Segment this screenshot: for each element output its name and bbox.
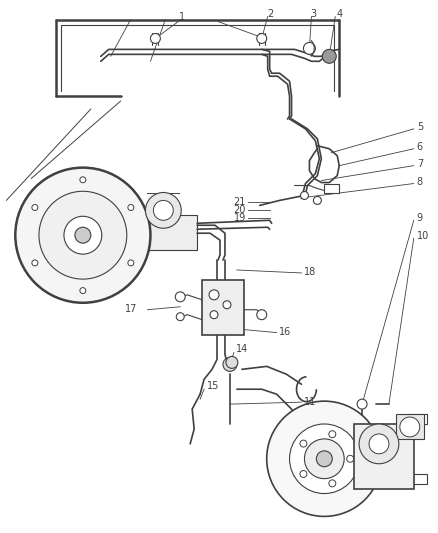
Circle shape — [267, 401, 382, 516]
Circle shape — [176, 313, 184, 321]
Bar — [409, 474, 427, 483]
Circle shape — [32, 205, 38, 211]
Text: 19: 19 — [233, 213, 246, 223]
Text: 8: 8 — [417, 176, 423, 187]
Circle shape — [290, 424, 359, 494]
Circle shape — [210, 311, 218, 319]
Circle shape — [80, 177, 86, 183]
Circle shape — [329, 480, 336, 487]
Text: 15: 15 — [207, 381, 219, 391]
Text: 3: 3 — [311, 9, 317, 19]
Circle shape — [300, 440, 307, 447]
Circle shape — [39, 191, 127, 279]
Circle shape — [369, 434, 389, 454]
Circle shape — [175, 292, 185, 302]
Circle shape — [257, 310, 267, 320]
Text: 9: 9 — [417, 213, 423, 223]
Bar — [202, 280, 244, 335]
Text: 2: 2 — [268, 9, 274, 19]
Bar — [396, 414, 424, 439]
Circle shape — [357, 399, 367, 409]
Circle shape — [300, 191, 308, 199]
Text: 18: 18 — [304, 267, 316, 277]
Text: 21: 21 — [233, 197, 246, 207]
Circle shape — [75, 227, 91, 243]
Text: 1: 1 — [179, 12, 185, 22]
Circle shape — [226, 357, 238, 368]
Circle shape — [80, 288, 86, 294]
Text: 5: 5 — [417, 122, 423, 132]
Circle shape — [153, 200, 173, 220]
Circle shape — [400, 417, 420, 437]
Circle shape — [322, 50, 336, 63]
Circle shape — [145, 192, 181, 228]
Circle shape — [304, 439, 344, 479]
Circle shape — [316, 451, 332, 467]
Circle shape — [300, 471, 307, 478]
Circle shape — [347, 455, 353, 462]
Text: 17: 17 — [125, 304, 138, 314]
Text: 20: 20 — [233, 205, 246, 215]
Circle shape — [223, 301, 231, 309]
Circle shape — [314, 197, 321, 204]
Circle shape — [359, 424, 399, 464]
Circle shape — [32, 260, 38, 266]
Circle shape — [304, 43, 315, 54]
Circle shape — [64, 216, 102, 254]
Text: 7: 7 — [417, 159, 423, 168]
Bar — [324, 183, 339, 193]
Circle shape — [128, 260, 134, 266]
Circle shape — [257, 34, 267, 43]
Circle shape — [128, 205, 134, 211]
Bar — [354, 424, 414, 489]
Circle shape — [15, 168, 150, 303]
Text: 16: 16 — [279, 327, 291, 336]
Bar — [409, 414, 427, 424]
Bar — [145, 215, 197, 250]
Text: 11: 11 — [304, 397, 316, 407]
Text: 4: 4 — [336, 9, 342, 19]
Circle shape — [209, 290, 219, 300]
Text: 10: 10 — [417, 231, 429, 241]
Circle shape — [329, 431, 336, 438]
Text: 14: 14 — [236, 344, 248, 354]
Circle shape — [150, 34, 160, 43]
Text: 6: 6 — [417, 142, 423, 152]
Circle shape — [223, 358, 237, 372]
